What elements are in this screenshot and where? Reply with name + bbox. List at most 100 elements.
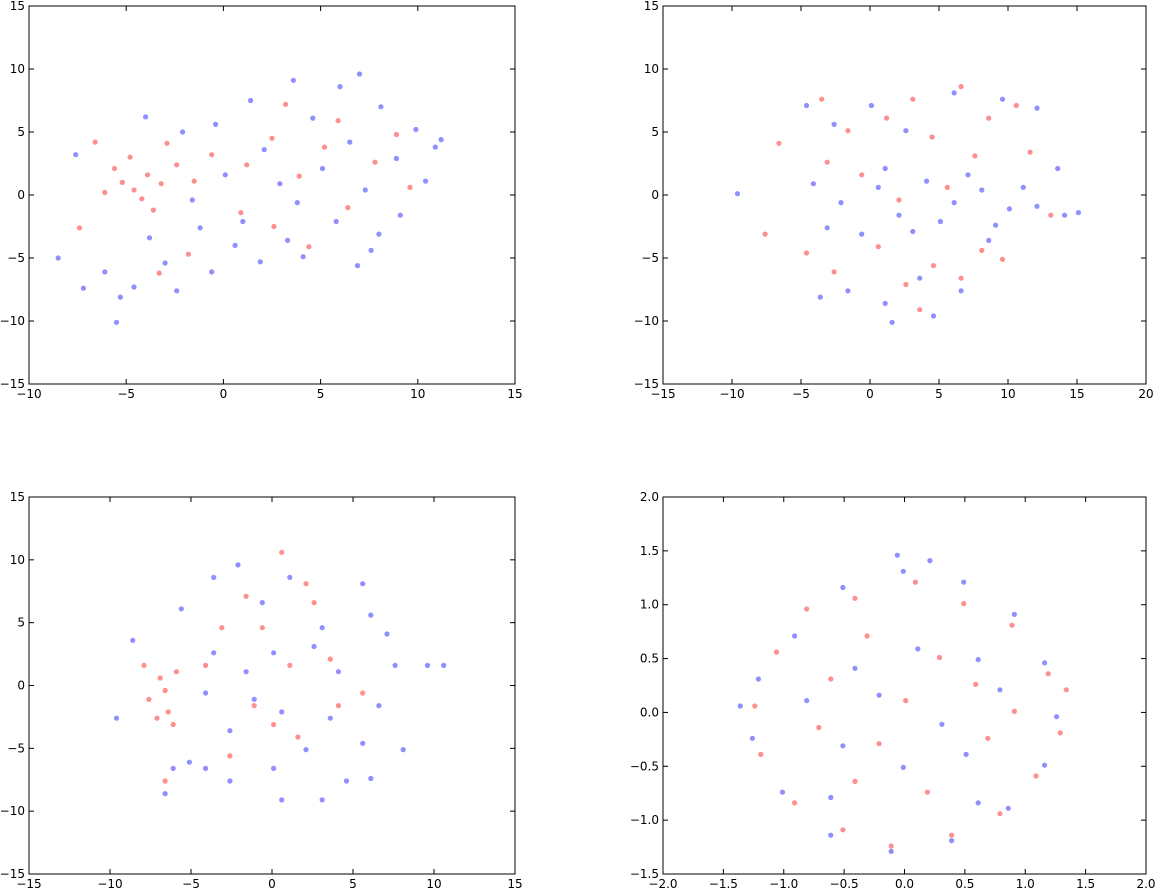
scatter-point-red — [773, 649, 780, 655]
scatter-point-blue — [354, 263, 361, 269]
scatter-point-red — [102, 189, 108, 196]
scatter-point-red — [912, 579, 919, 585]
scatter-point-red — [209, 152, 215, 158]
y-tick-label: 0.5 — [640, 652, 659, 666]
scatter-point-blue — [1075, 210, 1081, 216]
scatter-point-blue — [180, 129, 186, 135]
y-tick-label: 10 — [10, 62, 25, 76]
scatter-point-blue — [319, 165, 326, 172]
x-tick-label: 20 — [1138, 387, 1153, 401]
scatter-point-red — [146, 696, 152, 702]
scatter-point-blue — [113, 715, 120, 721]
scatter-point-blue — [924, 178, 930, 184]
scatter-point-blue — [1011, 611, 1018, 618]
scatter-point-blue — [951, 90, 957, 96]
scatter-point-red — [929, 134, 935, 140]
scatter-point-red — [859, 172, 865, 178]
x-tick-label: 1.0 — [1016, 877, 1035, 890]
scatter-point-red — [156, 270, 162, 276]
scatter-point-blue — [259, 600, 265, 606]
scatter-point-red — [131, 187, 137, 193]
scatter-point-blue — [146, 235, 153, 241]
x-tick-label: 10 — [410, 387, 425, 401]
y-tick-label: −5 — [7, 251, 25, 265]
scatter-point-blue — [961, 579, 967, 585]
y-tick-label: −0.5 — [630, 759, 659, 773]
scatter-point-blue — [1042, 762, 1048, 768]
scatter-point-blue — [804, 698, 810, 704]
scatter-point-blue — [257, 259, 263, 265]
scatter-point-red — [986, 115, 992, 121]
scatter-point-blue — [949, 838, 955, 844]
scatter-point-red — [1033, 773, 1039, 779]
scatter-point-blue — [143, 114, 149, 120]
scatter-point-blue — [117, 294, 123, 300]
scatter-point-blue — [749, 735, 756, 741]
x-tick-label: −5 — [117, 387, 135, 401]
x-tick-label: 0 — [268, 877, 276, 890]
y-tick-label: −10 — [0, 314, 25, 328]
scatter-point-blue — [271, 765, 277, 772]
scatter-point-blue — [1006, 206, 1013, 212]
scatter-point-blue — [876, 692, 882, 698]
scatter-point-red — [306, 244, 312, 250]
scatter-point-blue — [441, 662, 447, 669]
scatter-point-blue — [240, 218, 246, 225]
scatter-point-blue — [779, 789, 786, 795]
scatter-point-red — [792, 800, 798, 806]
x-tick-label: 10 — [1000, 387, 1015, 401]
scatter-point-red — [145, 172, 151, 178]
scatter-points — [55, 71, 444, 325]
scatter-point-blue — [838, 200, 844, 206]
y-tick-label: 15 — [10, 490, 25, 504]
scatter-point-red — [816, 724, 822, 731]
x-tick-label: 0 — [220, 387, 228, 401]
scatter-point-red — [191, 178, 197, 184]
scatter-point-blue — [130, 637, 136, 643]
scatter-point-red — [819, 96, 825, 102]
scatter-point-blue — [1062, 212, 1068, 218]
scatter-point-blue — [840, 584, 846, 591]
scatter-point-red — [875, 244, 881, 250]
scatter-point-red — [961, 601, 967, 607]
scatter-point-blue — [1054, 714, 1060, 720]
scatter-point-red — [930, 263, 937, 269]
scatter-point-red — [165, 709, 171, 715]
scatter-point-blue — [803, 102, 810, 109]
scatter-point-red — [311, 600, 317, 606]
x-tick-label: −10 — [719, 387, 744, 401]
scatter-point-red — [296, 173, 302, 179]
scatter-point-blue — [368, 775, 374, 782]
y-tick-label: 2.0 — [640, 490, 659, 504]
y-tick-label: 10 — [644, 62, 659, 76]
scatter-point-red — [1048, 212, 1054, 218]
scatter-point-red — [1057, 730, 1063, 736]
scatter-point-blue — [310, 115, 316, 121]
scatter-point-blue — [963, 751, 969, 758]
scatter-point-blue — [376, 231, 382, 237]
scatter-point-blue — [376, 703, 382, 709]
scatter-point-red — [949, 832, 955, 838]
scatter-point-blue — [424, 662, 431, 669]
y-tick-label: 0 — [17, 679, 25, 693]
scatter-point-blue — [189, 197, 195, 203]
y-tick-label: 0 — [651, 188, 659, 202]
scatter-point-blue — [73, 152, 79, 158]
y-tick-label: −15 — [634, 377, 659, 391]
scatter-panel-bottom-left: −15 −10 −5 0 5 10 15 −15 −10 −5 0 5 10 15 — [0, 490, 523, 890]
scatter-point-blue — [356, 71, 363, 77]
y-tick-label: 5 — [17, 616, 25, 630]
scatter-points — [734, 84, 1081, 325]
scatter-point-red — [251, 703, 257, 709]
scatter-point-red — [174, 162, 180, 168]
scatter-point-blue — [1042, 660, 1048, 666]
scatter-point-blue — [937, 218, 944, 225]
y-tick-label: 15 — [10, 0, 25, 13]
scatter-point-blue — [251, 696, 257, 702]
scatter-point-blue — [343, 778, 350, 784]
scatter-point-blue — [900, 568, 906, 574]
scatter-point-red — [1011, 708, 1018, 715]
